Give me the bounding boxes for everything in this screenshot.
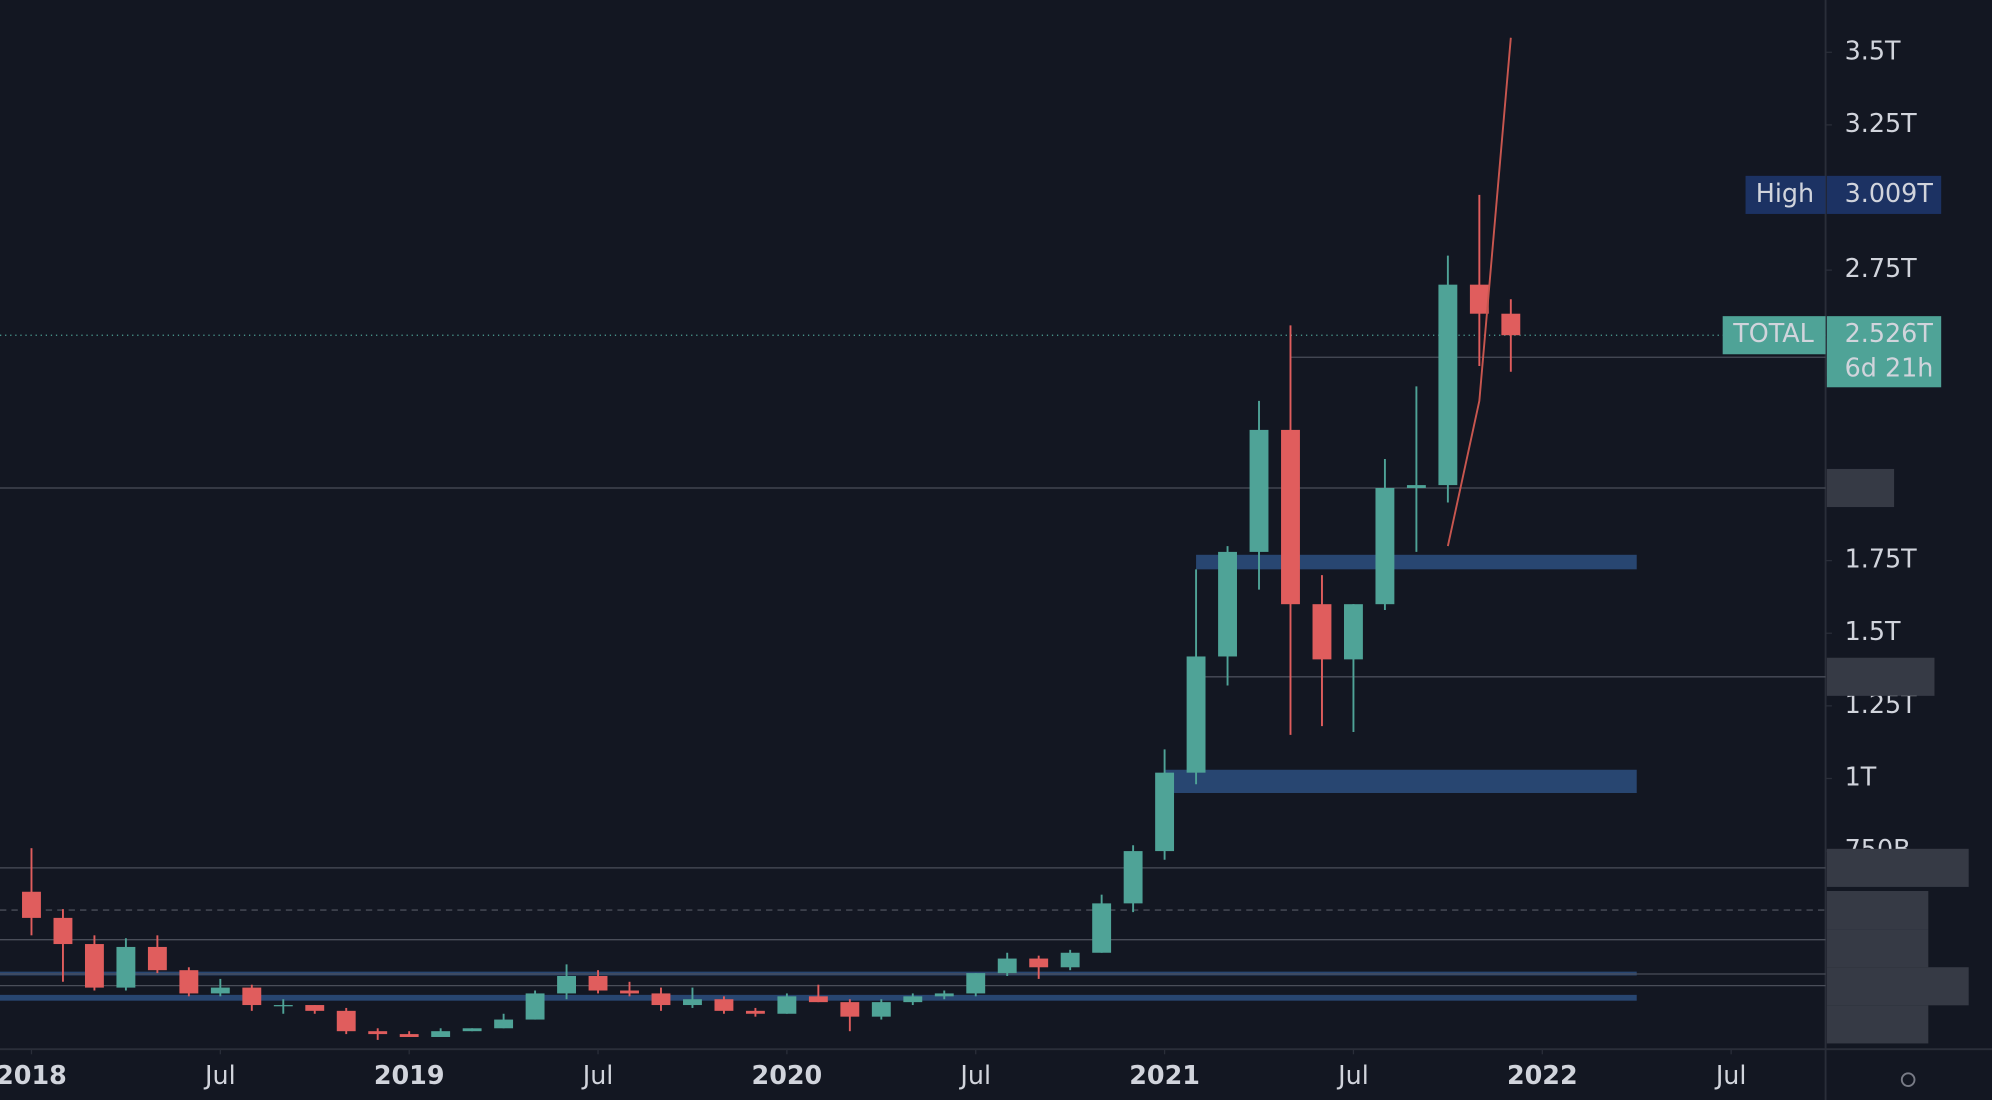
countdown: 6d 21h <box>1845 353 1934 383</box>
x-tick-label: Jul <box>581 1060 614 1090</box>
symbol-label-bg <box>1722 316 1826 355</box>
candle-body <box>305 1005 325 1011</box>
x-tick-label: Jul <box>203 1060 236 1090</box>
candle-body <box>1501 313 1521 336</box>
candle-body <box>147 946 167 971</box>
level-label-bg <box>1826 657 1935 696</box>
level-label: 2T <box>1826 468 1895 508</box>
candle-body <box>683 999 702 1006</box>
candle-body <box>966 973 986 994</box>
level-label: 287B <box>1826 1005 1929 1044</box>
price-label: 2.526T <box>1845 318 1934 348</box>
candle-body <box>808 996 828 1003</box>
candle-body <box>620 990 639 994</box>
candle-body <box>84 944 104 988</box>
candle-body <box>368 1031 388 1035</box>
level-label-bg <box>1826 468 1895 508</box>
candle-body <box>840 1002 860 1017</box>
candle-body <box>53 917 73 945</box>
candle-body <box>462 1028 482 1032</box>
level-label-bg <box>1826 1005 1929 1044</box>
candle-body <box>179 970 199 994</box>
y-tick-label: 3.5T <box>1845 35 1901 65</box>
candle-body <box>1344 604 1363 660</box>
candle-body <box>399 1034 419 1037</box>
candle-body <box>1469 284 1489 314</box>
x-tick-label: 2022 <box>1507 1060 1578 1090</box>
x-tick-label: 2020 <box>752 1060 823 1090</box>
settings-icon <box>1900 1072 1916 1087</box>
level-label: 326.75B <box>1826 967 1969 1006</box>
candle-body <box>1186 656 1206 773</box>
price-label-bg <box>1826 316 1942 388</box>
candle-body <box>777 996 797 1014</box>
candle-body <box>997 958 1017 974</box>
level-label-bg <box>1826 891 1929 930</box>
candle-body <box>903 996 923 1003</box>
candle-body <box>714 999 734 1011</box>
y-tick-label: 1.5T <box>1845 616 1901 646</box>
level-label-bg <box>1826 848 1969 887</box>
level-label: 547B <box>1826 891 1929 930</box>
candle-body <box>1438 284 1458 486</box>
candle-body <box>1312 604 1332 660</box>
level-label: 692.23B <box>1826 848 1969 887</box>
x-tick-label: 2021 <box>1129 1060 1200 1090</box>
candle-body <box>1281 429 1300 605</box>
candle-body <box>934 993 954 997</box>
zone <box>1196 554 1637 570</box>
candle-body <box>1249 429 1269 552</box>
candle-body <box>494 1019 514 1029</box>
candle-body <box>557 975 577 994</box>
y-tick-label: 2.75T <box>1845 253 1918 283</box>
y-tick-label: 3.25T <box>1845 108 1918 138</box>
level-label: 1.35T <box>1826 657 1935 696</box>
x-tick-label: Jul <box>1336 1060 1369 1090</box>
candle-body <box>1218 551 1237 657</box>
candle-body <box>242 987 262 1006</box>
candle-body <box>1123 851 1143 904</box>
candle-body <box>1375 487 1395 605</box>
symbol-label: TOTAL <box>1732 318 1814 348</box>
overlay-line <box>1446 37 1512 547</box>
high-label: High <box>1756 178 1814 208</box>
candle-body <box>273 1005 293 1007</box>
candle-body <box>871 1002 891 1017</box>
high-value: 3.009T <box>1845 178 1934 208</box>
high-value-bg <box>1826 175 1942 214</box>
candle-body <box>1092 903 1112 953</box>
candle-body <box>1155 772 1175 852</box>
candle-body <box>210 987 230 994</box>
candle-body <box>651 993 671 1006</box>
level-label-bg <box>1826 929 1929 968</box>
y-tick-label: 1T <box>1845 761 1877 791</box>
candle-body <box>1406 485 1426 488</box>
candle-body <box>116 946 136 988</box>
candle-body <box>745 1010 765 1014</box>
x-tick-label: 2018 <box>0 1060 67 1090</box>
zone <box>1164 769 1637 793</box>
high-label-bg <box>1745 175 1826 214</box>
candle-body <box>1060 952 1080 968</box>
level-label: 445B <box>1826 929 1929 968</box>
x-tick-label: Jul <box>1714 1060 1747 1090</box>
candle-body <box>525 993 545 1020</box>
candle-body <box>431 1031 451 1037</box>
candle-body <box>1029 958 1049 968</box>
y-tick-label: 1.75T <box>1845 544 1918 574</box>
level-label-bg <box>1826 967 1969 1006</box>
x-tick-label: Jul <box>958 1060 991 1090</box>
candle-body <box>336 1010 356 1032</box>
candle-body <box>22 891 41 918</box>
candle-body <box>588 975 608 991</box>
x-tick-label: 2019 <box>374 1060 445 1090</box>
